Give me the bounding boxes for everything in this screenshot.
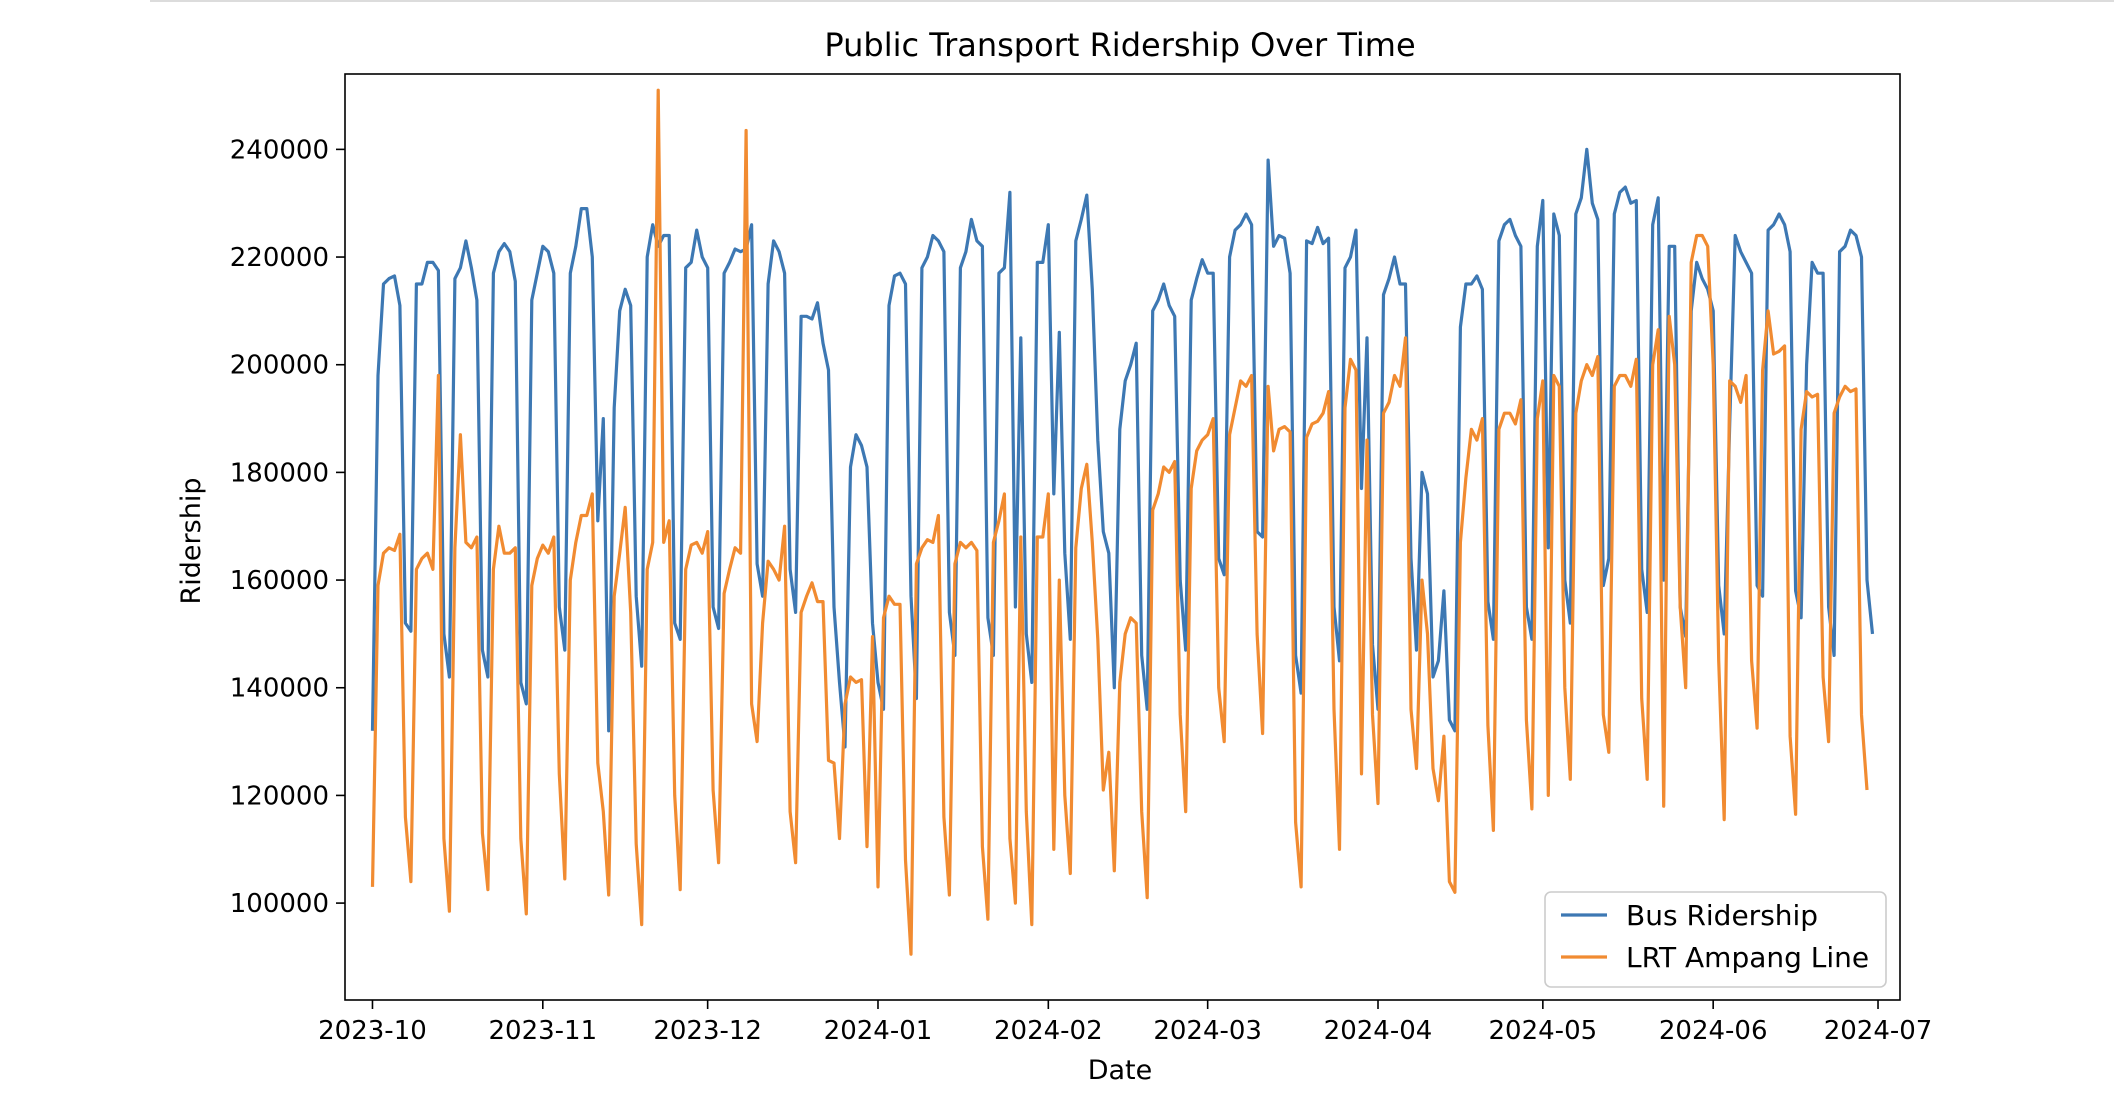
- x-tick-label: 2024-05: [1489, 1016, 1598, 1046]
- y-tick-label: 240000: [230, 135, 329, 165]
- x-tick-label: 2024-03: [1153, 1016, 1262, 1046]
- x-tick-label: 2023-10: [318, 1016, 427, 1046]
- y-axis: 100000 120000 140000 160000 180000 200000 2200…: [230, 135, 345, 919]
- x-tick-label: 2024-02: [994, 1016, 1103, 1046]
- y-tick-label: 220000: [230, 243, 329, 273]
- legend-entry: LRT Ampang Line: [1626, 941, 1869, 974]
- legend-box: [1544, 891, 1887, 988]
- x-axis: 2023-10 2023-11 2023-12 2024-01 2024-02 2024-…: [318, 1000, 1932, 1046]
- top-divider: [150, 0, 2114, 2]
- y-axis-title: Ridership: [176, 478, 207, 605]
- y-tick-label: 120000: [230, 781, 329, 811]
- x-tick-label: 2024-06: [1659, 1016, 1768, 1046]
- x-axis-title: Date: [1088, 1055, 1153, 1086]
- x-tick-label: 2024-07: [1824, 1016, 1933, 1046]
- y-tick-label: 180000: [230, 458, 329, 488]
- y-tick-label: 160000: [230, 566, 329, 596]
- x-tick-label: 2024-04: [1324, 1016, 1433, 1046]
- chart-title: Public Transport Ridership Over Time: [824, 26, 1415, 64]
- x-tick-label: 2023-11: [488, 1016, 597, 1046]
- legend: Bus Ridership LRT Ampang Line: [1544, 891, 1887, 988]
- x-tick-label: 2024-01: [824, 1016, 933, 1046]
- series-line-2: [370, 88, 1869, 956]
- y-tick-label: 100000: [230, 889, 329, 919]
- x-tick-label: 2023-12: [653, 1016, 762, 1046]
- series-line-1: [370, 147, 1875, 749]
- plot-frame: [344, 73, 1901, 1001]
- plot-area: [344, 73, 1901, 1001]
- y-tick-label: 140000: [230, 674, 329, 704]
- y-tick-label: 200000: [230, 351, 329, 381]
- legend-entry: Bus Ridership: [1626, 899, 1818, 932]
